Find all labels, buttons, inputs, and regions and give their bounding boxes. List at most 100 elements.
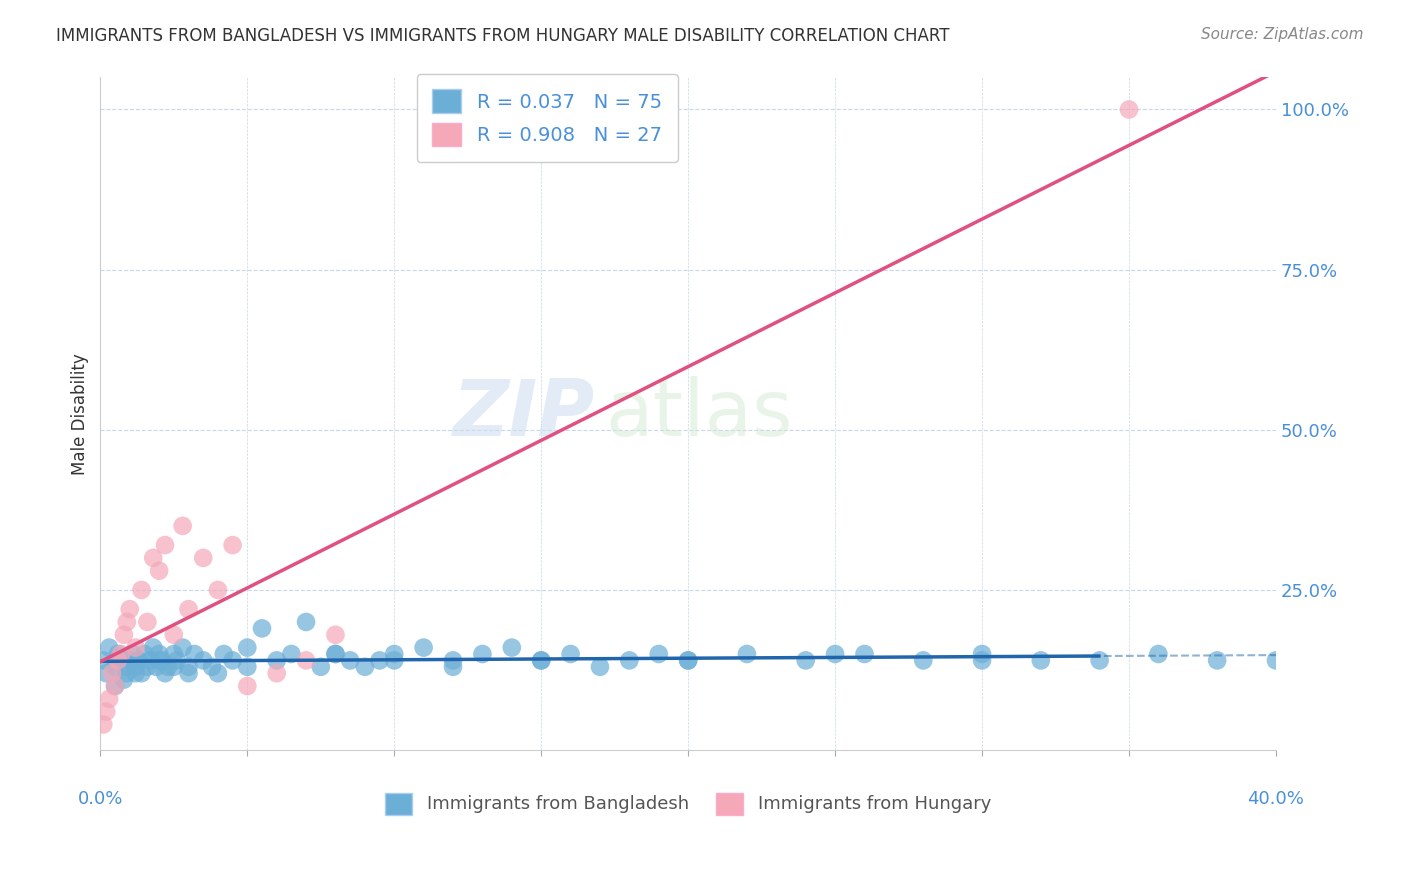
Point [128, 653, 150, 667]
Point [309, 660, 332, 674]
Point [325, 647, 347, 661]
Point [201, 660, 224, 674]
Text: 40.0%: 40.0% [1247, 790, 1305, 808]
Point [970, 647, 993, 661]
Point [172, 640, 194, 655]
Point [325, 647, 347, 661]
Point [1088, 653, 1111, 667]
Text: Source: ZipAtlas.com: Source: ZipAtlas.com [1201, 27, 1364, 42]
Point [166, 653, 188, 667]
Point [124, 666, 146, 681]
Point [207, 582, 229, 597]
Point [121, 647, 143, 661]
Point [115, 615, 138, 629]
Point [177, 602, 200, 616]
Point [441, 653, 464, 667]
Point [104, 679, 127, 693]
Point [110, 653, 132, 667]
Point [136, 615, 159, 629]
Point [118, 602, 141, 616]
Point [735, 647, 758, 661]
Point [150, 653, 173, 667]
Point [236, 679, 259, 693]
Point [1265, 653, 1288, 667]
Point [530, 653, 553, 667]
Point [91, 653, 114, 667]
Point [382, 653, 405, 667]
Point [193, 653, 215, 667]
Point [142, 640, 165, 655]
Point [1118, 103, 1140, 117]
Point [110, 647, 132, 661]
Point [124, 660, 146, 674]
Point [112, 673, 135, 687]
Point [98, 640, 121, 655]
Point [1147, 647, 1170, 661]
Point [112, 628, 135, 642]
Point [280, 647, 302, 661]
Point [207, 666, 229, 681]
Point [142, 550, 165, 565]
Point [339, 653, 361, 667]
Point [139, 653, 162, 667]
Point [619, 653, 641, 667]
Point [91, 717, 114, 731]
Point [853, 647, 876, 661]
Point [193, 550, 215, 565]
Point [236, 640, 259, 655]
Point [412, 640, 434, 655]
Point [101, 666, 124, 681]
Point [183, 647, 205, 661]
Point [471, 647, 494, 661]
Point [104, 679, 127, 693]
Point [118, 653, 141, 667]
Point [115, 666, 138, 681]
Point [136, 660, 159, 674]
Point [107, 647, 129, 661]
Point [145, 660, 167, 674]
Point [98, 691, 121, 706]
Point [325, 628, 347, 642]
Point [131, 666, 153, 681]
Point [295, 615, 318, 629]
Point [104, 660, 127, 674]
Point [212, 647, 235, 661]
Point [177, 660, 200, 674]
Point [156, 660, 179, 674]
Point [96, 705, 118, 719]
Point [221, 653, 243, 667]
Point [153, 666, 176, 681]
Point [970, 653, 993, 667]
Point [824, 647, 846, 661]
Point [163, 647, 186, 661]
Point [1029, 653, 1052, 667]
Point [112, 660, 135, 674]
Point [676, 653, 699, 667]
Point [589, 660, 612, 674]
Point [354, 660, 377, 674]
Point [172, 519, 194, 533]
Text: IMMIGRANTS FROM BANGLADESH VS IMMIGRANTS FROM HUNGARY MALE DISABILITY CORRELATIO: IMMIGRANTS FROM BANGLADESH VS IMMIGRANTS… [56, 27, 949, 45]
Point [266, 666, 288, 681]
Point [236, 660, 259, 674]
Point [676, 653, 699, 667]
Legend: Immigrants from Bangladesh, Immigrants from Hungary: Immigrants from Bangladesh, Immigrants f… [378, 785, 998, 822]
Point [295, 653, 318, 667]
Y-axis label: Male Disability: Male Disability [72, 353, 89, 475]
Point [250, 621, 273, 635]
Point [131, 582, 153, 597]
Point [148, 564, 170, 578]
Point [530, 653, 553, 667]
Point [107, 653, 129, 667]
Point [134, 647, 156, 661]
Point [177, 666, 200, 681]
Point [124, 640, 146, 655]
Point [266, 653, 288, 667]
Point [96, 666, 118, 681]
Point [1206, 653, 1229, 667]
Text: ZIP: ZIP [451, 376, 595, 451]
Point [221, 538, 243, 552]
Point [912, 653, 935, 667]
Point [794, 653, 817, 667]
Point [148, 653, 170, 667]
